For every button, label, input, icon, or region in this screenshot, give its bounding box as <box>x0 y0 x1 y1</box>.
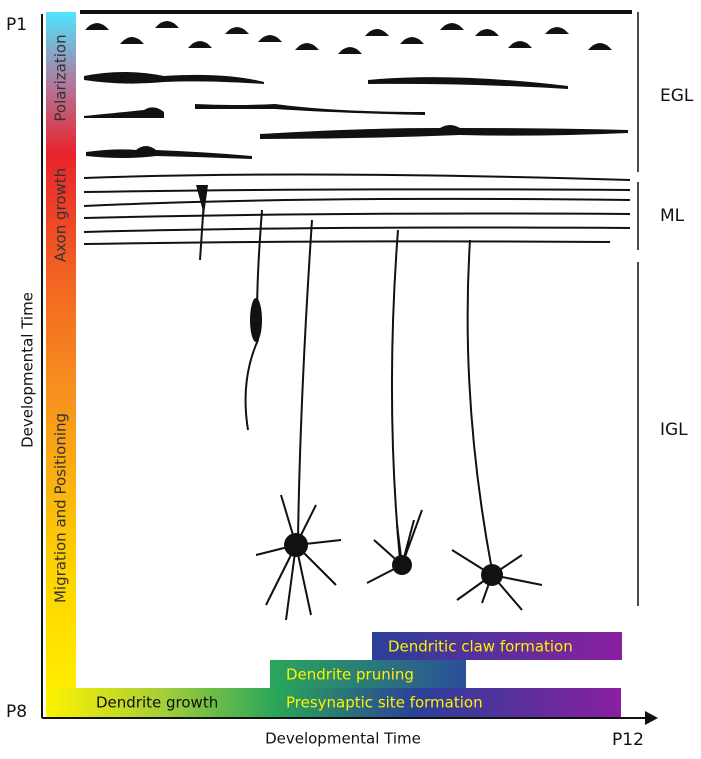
y-label: Developmental Time <box>19 292 37 448</box>
layer-egl: EGL <box>660 86 694 106</box>
x-label: Developmental Time <box>265 730 421 748</box>
y-start: P1 <box>6 15 27 35</box>
pruning-bar <box>270 660 466 688</box>
ml-fibers <box>83 173 631 571</box>
vertical-bar <box>46 12 76 718</box>
igl-cells <box>196 185 503 586</box>
x-end: P12 <box>612 730 644 750</box>
y-end: P8 <box>6 702 27 722</box>
stage-dendrite-pruning: Dendrite pruning <box>286 666 414 684</box>
layer-igl: IGL <box>660 420 688 440</box>
stage-claw: Dendritic claw formation <box>388 638 573 656</box>
claw-bar <box>372 632 622 660</box>
stage-axon-growth: Axon growth <box>52 168 70 262</box>
stage-polarization: Polarization <box>52 34 70 121</box>
horizontal-bar <box>46 688 621 718</box>
dendrites <box>255 494 543 621</box>
egl-cells <box>84 21 628 159</box>
layer-ml: ML <box>660 206 685 226</box>
stage-migration: Migration and Positioning <box>52 413 70 603</box>
x-arrow <box>645 711 658 725</box>
stage-presynaptic: Presynaptic site formation <box>286 694 483 712</box>
stage-dendrite-growth: Dendrite growth <box>96 694 218 712</box>
